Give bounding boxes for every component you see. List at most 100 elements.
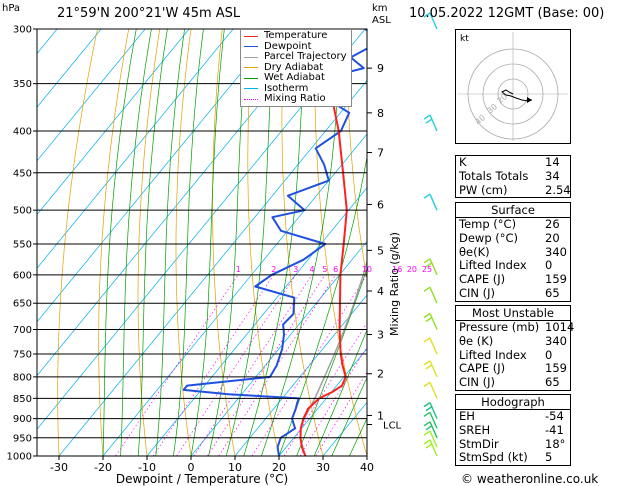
wind-barb-staff	[429, 286, 438, 304]
mixing-ratio-label: 4	[309, 265, 314, 274]
mixing-ratio-label: 25	[422, 265, 432, 274]
legend: Temperature Dewpoint Parcel Trajectory Dry …	[240, 29, 352, 107]
km-tick-label: 9	[377, 62, 384, 75]
legend-item: Wet Adiabat	[244, 72, 347, 84]
series-temperature	[299, 29, 348, 456]
most_unstable-body: Pressure (mb) 1014 θe (K) 340 Lifted Index 0 C…	[456, 320, 575, 390]
wind-barb-flag	[425, 262, 433, 268]
most_unstable-row: Pressure (mb) 1014	[456, 320, 575, 335]
series-dewpoint	[182, 29, 367, 456]
hodograph-arrow	[527, 97, 532, 103]
temperature-tick-label: -10	[138, 461, 156, 474]
row-value: 340	[545, 244, 567, 259]
legend-item: Mixing Ratio	[244, 93, 347, 105]
row-value: 65	[545, 375, 560, 390]
wind-barb-staff	[429, 114, 438, 132]
pressure-tick-label: 750	[13, 349, 32, 360]
dry-adiabat-line	[98, 29, 130, 456]
pressure-tick-label: 400	[13, 127, 32, 138]
row-value: 159	[545, 361, 567, 376]
mixing-ratio-label: 6	[333, 265, 338, 274]
row-label: StmDir	[459, 436, 499, 451]
dry-adiabat-line	[346, 29, 367, 282]
row-label: StmSpd (kt)	[459, 450, 528, 465]
row-label: K	[459, 155, 467, 169]
surface-row: CAPE (J) 159	[456, 272, 570, 287]
legend-item: Parcel Trajectory	[244, 51, 347, 63]
row-value: 65	[545, 285, 560, 300]
legend-item: Temperature	[244, 30, 347, 42]
isotherm-line	[234, 294, 367, 456]
mixing-ratio-label: 20	[407, 265, 417, 274]
dry-adiabat-line	[57, 29, 98, 456]
mixing-ratio-lines	[115, 274, 367, 456]
row-value: 18°	[545, 436, 566, 451]
hodograph_table-row: StmDir 18°	[456, 436, 570, 452]
temperature-tick-label: 30	[316, 461, 330, 474]
dry-adiabat-line	[212, 29, 236, 456]
mixing-ratio-labels: 1 2 3 4 5 6 10 16 20 25	[236, 265, 433, 274]
temperature-tick-label: 10	[228, 461, 242, 474]
row-label: Lifted Index	[459, 258, 527, 273]
pressure-tick-label: 350	[13, 79, 32, 90]
most_unstable-row: Lifted Index 0	[456, 348, 570, 363]
surface-table: Surface Temp (°C) 26 Dewp (°C) 20 θe(K) 340 Lif…	[455, 202, 571, 302]
mixing-ratio-label: 10	[362, 265, 372, 274]
mixing-ratio-axis-label: Mixing Ratio (g/kg)	[388, 232, 401, 336]
mixing-ratio-label: 1	[236, 265, 241, 274]
row-value: 20	[545, 230, 560, 245]
asl-label: ASL	[372, 15, 391, 26]
most-unstable-table: Most Unstable Pressure (mb) 1014 θe (K) 340 L…	[455, 305, 575, 391]
isotherm-line	[37, 29, 146, 162]
legend-label: Dewpoint	[264, 40, 312, 52]
row-value: 34	[545, 168, 560, 183]
wind-barb-staff	[429, 402, 438, 419]
row-value: -41	[545, 422, 564, 437]
wind-barb-flag	[423, 360, 431, 366]
mixing-ratio-label: 16	[392, 265, 402, 274]
legend-swatch	[244, 67, 258, 69]
pressure-tick-label: 450	[13, 168, 32, 179]
legend-swatch	[244, 88, 258, 90]
surface-row: Lifted Index 0	[456, 259, 570, 273]
wet-adiabat-line	[137, 29, 168, 456]
surface-title: Surface	[491, 203, 535, 217]
hodograph: kt 40 30 20	[455, 29, 571, 144]
row-label: SREH	[459, 422, 491, 437]
pressure-tick-label: 800	[13, 372, 32, 383]
plot-frame	[36, 28, 368, 457]
row-label: θe(K)	[459, 244, 490, 259]
wind-barb-staff	[429, 313, 438, 330]
surface-body: Temp (°C) 26 Dewp (°C) 20 θe(K) 340 Lifted Ind…	[456, 217, 570, 301]
row-value: -54	[545, 409, 564, 423]
row-label: EH	[459, 409, 475, 423]
wind-barb-staff	[429, 258, 438, 276]
hodograph-table: Hodograph EH -54 SREH -41 StmDir 18° StmSpd (kt…	[455, 394, 571, 467]
km-asl-label: km ASL	[372, 3, 391, 27]
mixing-ratio-line	[115, 274, 239, 456]
km-tick-label: 4	[377, 285, 384, 298]
dry-adiabat-line	[565, 29, 629, 456]
indices-row: K 14	[456, 155, 570, 170]
pressure-tick-label: 700	[13, 325, 32, 336]
most_unstable-row: CIN (J) 65	[456, 375, 570, 390]
wind-barb-staff	[429, 430, 438, 448]
temperature-tick-label: 0	[188, 461, 195, 474]
mixing-ratio-line	[218, 274, 336, 456]
row-label: PW (cm)	[459, 182, 508, 197]
row-value: 0	[545, 258, 553, 273]
pressure-tick-label: 1000	[7, 452, 32, 463]
wind-barb-staff	[429, 412, 438, 429]
wind-barb-flag	[423, 312, 431, 319]
legend-swatch	[244, 77, 258, 79]
surface-row: θe(K) 340	[456, 244, 570, 260]
surface-row: CIN (J) 65	[456, 285, 570, 301]
wind-barb-staff	[429, 421, 438, 439]
km-tick-label: 2	[377, 368, 384, 381]
row-value: 1014	[545, 320, 575, 334]
wind-barb-flag	[423, 258, 431, 264]
pressure-tick-label: 300	[13, 25, 32, 36]
row-label: CAPE (J)	[459, 361, 506, 376]
row-value: 2.54	[545, 182, 571, 197]
